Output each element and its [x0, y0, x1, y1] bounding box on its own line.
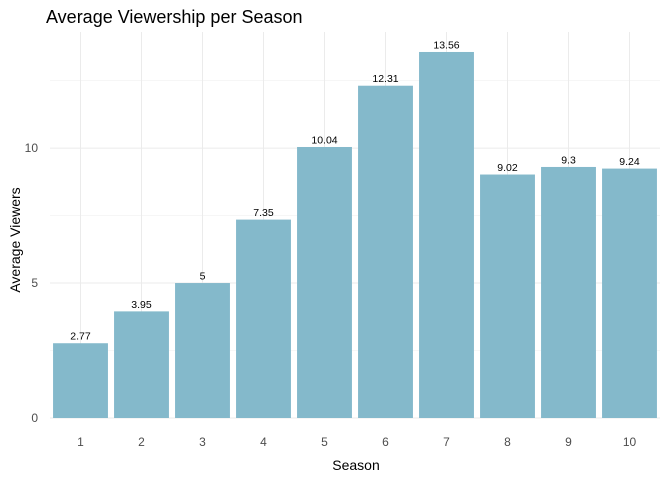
data-label: 3.95	[131, 299, 152, 311]
data-label: 12.31	[372, 73, 398, 85]
bar-season-7	[419, 51, 474, 419]
x-tick-label: 10	[623, 435, 637, 449]
data-label: 9.02	[497, 162, 518, 174]
y-tick-label: 10	[25, 141, 39, 155]
data-label: 2.77	[70, 331, 91, 343]
bars	[53, 51, 657, 419]
x-axis-title: Season	[332, 457, 379, 473]
x-axis-ticks: 1 2 3 4 5 6 7 8 9 10	[77, 435, 636, 449]
bar-season-3	[175, 283, 230, 418]
bar-season-9	[541, 166, 596, 418]
data-labels: 2.77 3.95 5 7.35 10.04 12.31 13.56 9.02 9.3 9.24	[70, 39, 640, 342]
data-label: 7.35	[253, 207, 274, 219]
data-label: 10.04	[311, 134, 337, 146]
bar-season-1	[53, 343, 108, 418]
data-label: 13.56	[433, 39, 459, 51]
data-label: 9.3	[561, 154, 576, 166]
x-tick-label: 3	[199, 435, 206, 449]
x-tick-label: 1	[77, 435, 84, 449]
y-axis-ticks: 0 5 10	[25, 141, 39, 425]
x-tick-label: 4	[260, 435, 267, 449]
bar-season-4	[236, 219, 291, 418]
y-tick-label: 5	[31, 276, 38, 290]
x-tick-label: 9	[565, 435, 572, 449]
chart-title: Average Viewership per Season	[46, 7, 303, 27]
bar-season-6	[358, 85, 413, 418]
bar-season-2	[114, 311, 169, 418]
bar-season-5	[297, 146, 352, 418]
data-label: 5	[200, 271, 206, 283]
y-tick-label: 0	[31, 411, 38, 425]
data-label: 9.24	[619, 156, 640, 168]
x-tick-label: 7	[443, 435, 450, 449]
bar-season-8	[480, 174, 535, 418]
x-tick-label: 8	[504, 435, 511, 449]
y-axis-title: Average Viewers	[7, 187, 23, 292]
x-tick-label: 6	[382, 435, 389, 449]
x-tick-label: 2	[138, 435, 145, 449]
x-tick-label: 5	[321, 435, 328, 449]
bar-season-10	[602, 168, 657, 418]
